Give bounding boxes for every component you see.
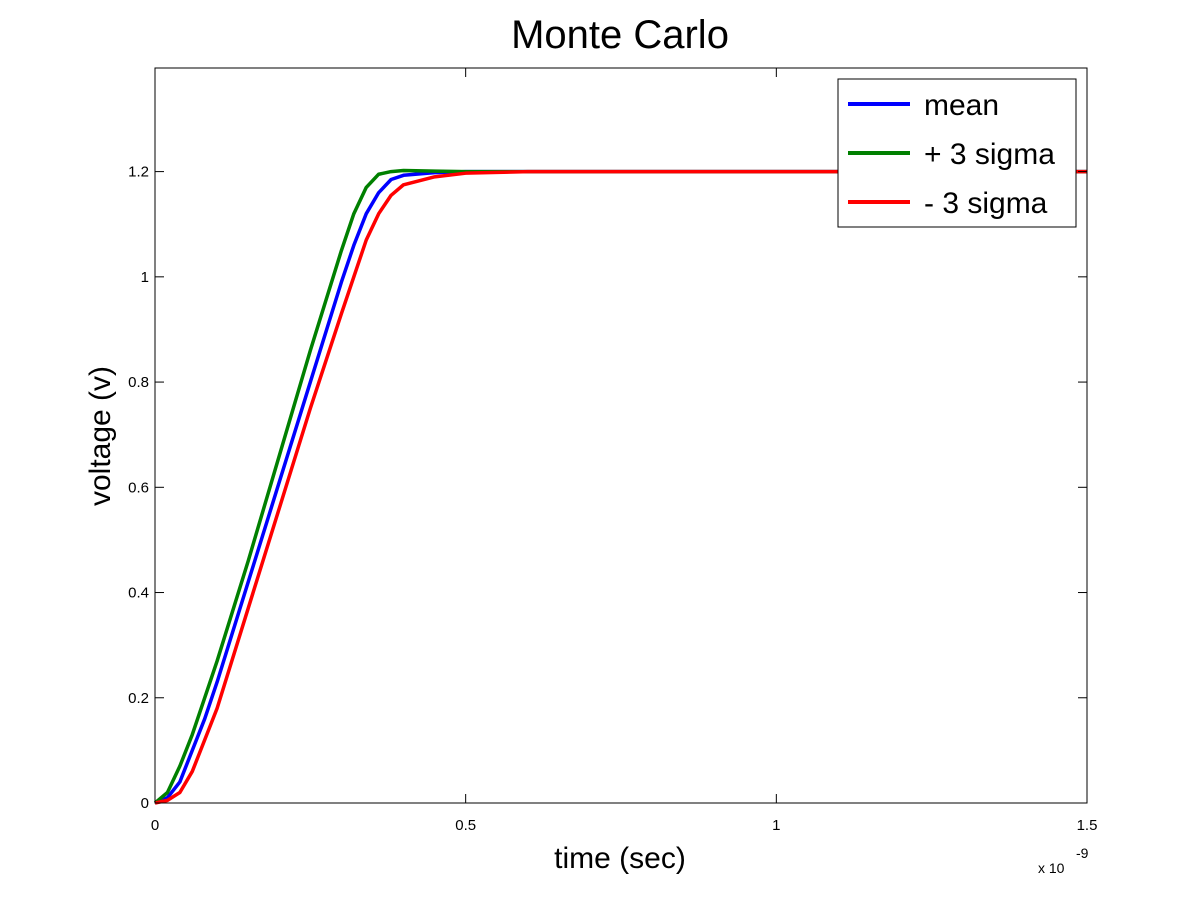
series-layer xyxy=(153,168,1087,805)
x-tick-label: 1 xyxy=(772,817,780,834)
y-tick-label: 0 xyxy=(141,795,149,812)
legend-label-mean: mean xyxy=(924,89,999,122)
x-tick-label: 0.5 xyxy=(455,817,476,834)
chart-title: Monte Carlo xyxy=(511,13,729,57)
y-tick-label: 0.4 xyxy=(128,585,149,602)
x-tick-label: 1.5 xyxy=(1077,817,1098,834)
series-line-minus-3-sigma xyxy=(154,169,1087,805)
legend-label-plus-3-sigma: + 3 sigma xyxy=(924,138,1055,171)
y-tick-label: 0.6 xyxy=(128,479,149,496)
plot-frame xyxy=(154,67,1088,804)
x-tick-label: 0 xyxy=(151,817,159,834)
x-exponent-base: x 10 xyxy=(1038,860,1065,876)
y-tick-label: 0.2 xyxy=(128,690,149,707)
y-axis-label: voltage (v) xyxy=(84,366,117,506)
x-axis-label: time (sec) xyxy=(554,842,686,875)
y-tick-label: 0.8 xyxy=(128,374,149,391)
tick-layer: 0 0.5 1 1.5 0 0.2 0.4 0.6 0.8 1 1.2 xyxy=(128,68,1097,834)
legend-label-minus-3-sigma: - 3 sigma xyxy=(924,187,1048,220)
legend: mean + 3 sigma - 3 sigma xyxy=(837,78,1077,228)
x-exponent-power: -9 xyxy=(1076,845,1089,861)
y-tick-label: 1.2 xyxy=(128,164,149,181)
y-tick-label: 1 xyxy=(141,269,149,286)
